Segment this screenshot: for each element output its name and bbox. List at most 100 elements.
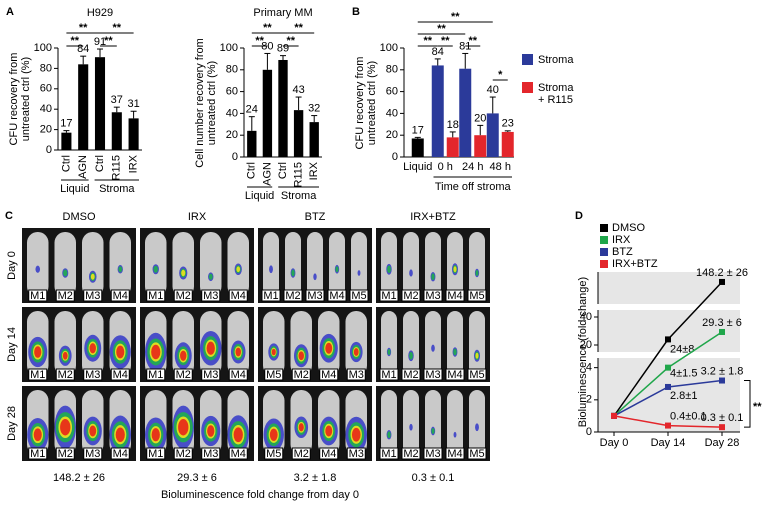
y-tick-label: 100 [220,42,238,54]
bar [278,59,288,157]
mouse-tag [349,289,369,302]
legend-label: BTZ [612,246,633,258]
y-tick-label: 20 [580,339,592,351]
mouse-label: M2 [176,290,191,302]
mouse-label: M2 [58,290,73,302]
mouse-label: M5 [266,369,281,381]
signal [357,270,361,276]
mouse-label: M2 [176,369,191,381]
value-label: 20 [474,112,486,124]
mouse-label: M4 [231,448,246,460]
mouse-label: M5 [469,369,484,381]
mouse-tag [173,289,193,302]
mouse-tag [291,368,311,381]
point [665,336,671,343]
caption: Bioluminescence fold change from day 0 [161,489,359,501]
mouse-tag [305,289,325,302]
point [665,383,671,390]
mouse-tag [327,289,347,302]
y-tick-label: 40 [40,103,52,115]
mouse-label: M4 [113,290,128,302]
mouse-label: M1 [263,290,278,302]
mouse-label: M2 [294,369,309,381]
mouse-body [27,232,49,297]
row-label: Day 28 [6,406,18,441]
row-label: Day 0 [6,251,18,280]
signal [33,428,42,442]
legend-swatch [600,248,608,256]
mouse-label: M4 [447,290,462,302]
bar [309,122,319,157]
mouse-tag [379,447,399,460]
mouse-tag [28,289,48,302]
group-label: Stroma [281,190,317,202]
mouse-tag [173,447,193,460]
signal [475,270,479,276]
mouse-tag [291,447,311,460]
bar [262,69,273,157]
legend-swatch [600,260,608,268]
row-label: Day 14 [6,327,18,362]
value-label: 4±1.5 [670,368,697,380]
mouse-tag [423,447,443,460]
mouse-label: M4 [321,448,336,460]
x-tick-label: Ctrl [277,162,289,179]
mouse-body [263,232,279,297]
mouse-label: M3 [425,448,440,460]
signal [431,273,435,281]
legend-label: IRX+BTZ [612,258,658,270]
mouse-body [54,311,76,376]
signal [89,425,97,437]
mouse-tag [445,289,465,302]
bar [446,137,459,157]
mouse-label: M3 [85,290,100,302]
mouse-tag [110,289,130,302]
mouse-tag [445,368,465,381]
signal [90,273,95,280]
y-tick-label: 100 [380,42,398,54]
mouse-tag [467,368,487,381]
y-tick-label: 0 [586,426,592,438]
x-tick-label: Day 14 [651,437,686,449]
mouse-tag [228,368,248,381]
mouse-tag [146,368,166,381]
mouse-label: M3 [85,448,100,460]
signal [118,266,123,273]
value-label: 84 [432,46,444,58]
bar [411,138,424,157]
y-tick-label: 0 [46,144,52,156]
significance-label: ** [104,35,113,47]
mouse-body [469,390,485,455]
value-label: 37 [111,94,123,106]
mouse-tag [423,289,443,302]
mouse-label: M1 [148,448,163,460]
point [665,364,671,371]
x-tick-label: Ctrl [60,155,72,172]
bar [459,68,472,157]
mouse-tag [28,368,48,381]
mouse-label: M5 [266,448,281,460]
value-label: 2.8±1 [670,390,697,402]
mouse-tag [83,289,103,302]
chart-title: H929 [87,7,113,19]
signal [353,348,359,356]
fold-change: 29.3 ± 6 [177,472,217,484]
mouse-body [381,311,397,376]
signal [431,344,435,352]
value-label: 3.2 ± 1.8 [701,365,744,377]
signal [34,346,42,358]
x-tick-label: Day 0 [600,437,629,449]
value-label: 31 [127,98,139,110]
signal [351,427,361,442]
value-label: 18 [447,119,459,131]
mouse-body [351,232,367,297]
significance-label: ** [113,22,122,34]
y-tick-label: 60 [40,83,52,95]
mouse-tag [423,368,443,381]
signal [153,265,158,273]
mouse-label: M1 [148,290,163,302]
mouse-body [172,232,194,297]
signal [269,265,273,274]
signal [291,269,295,277]
